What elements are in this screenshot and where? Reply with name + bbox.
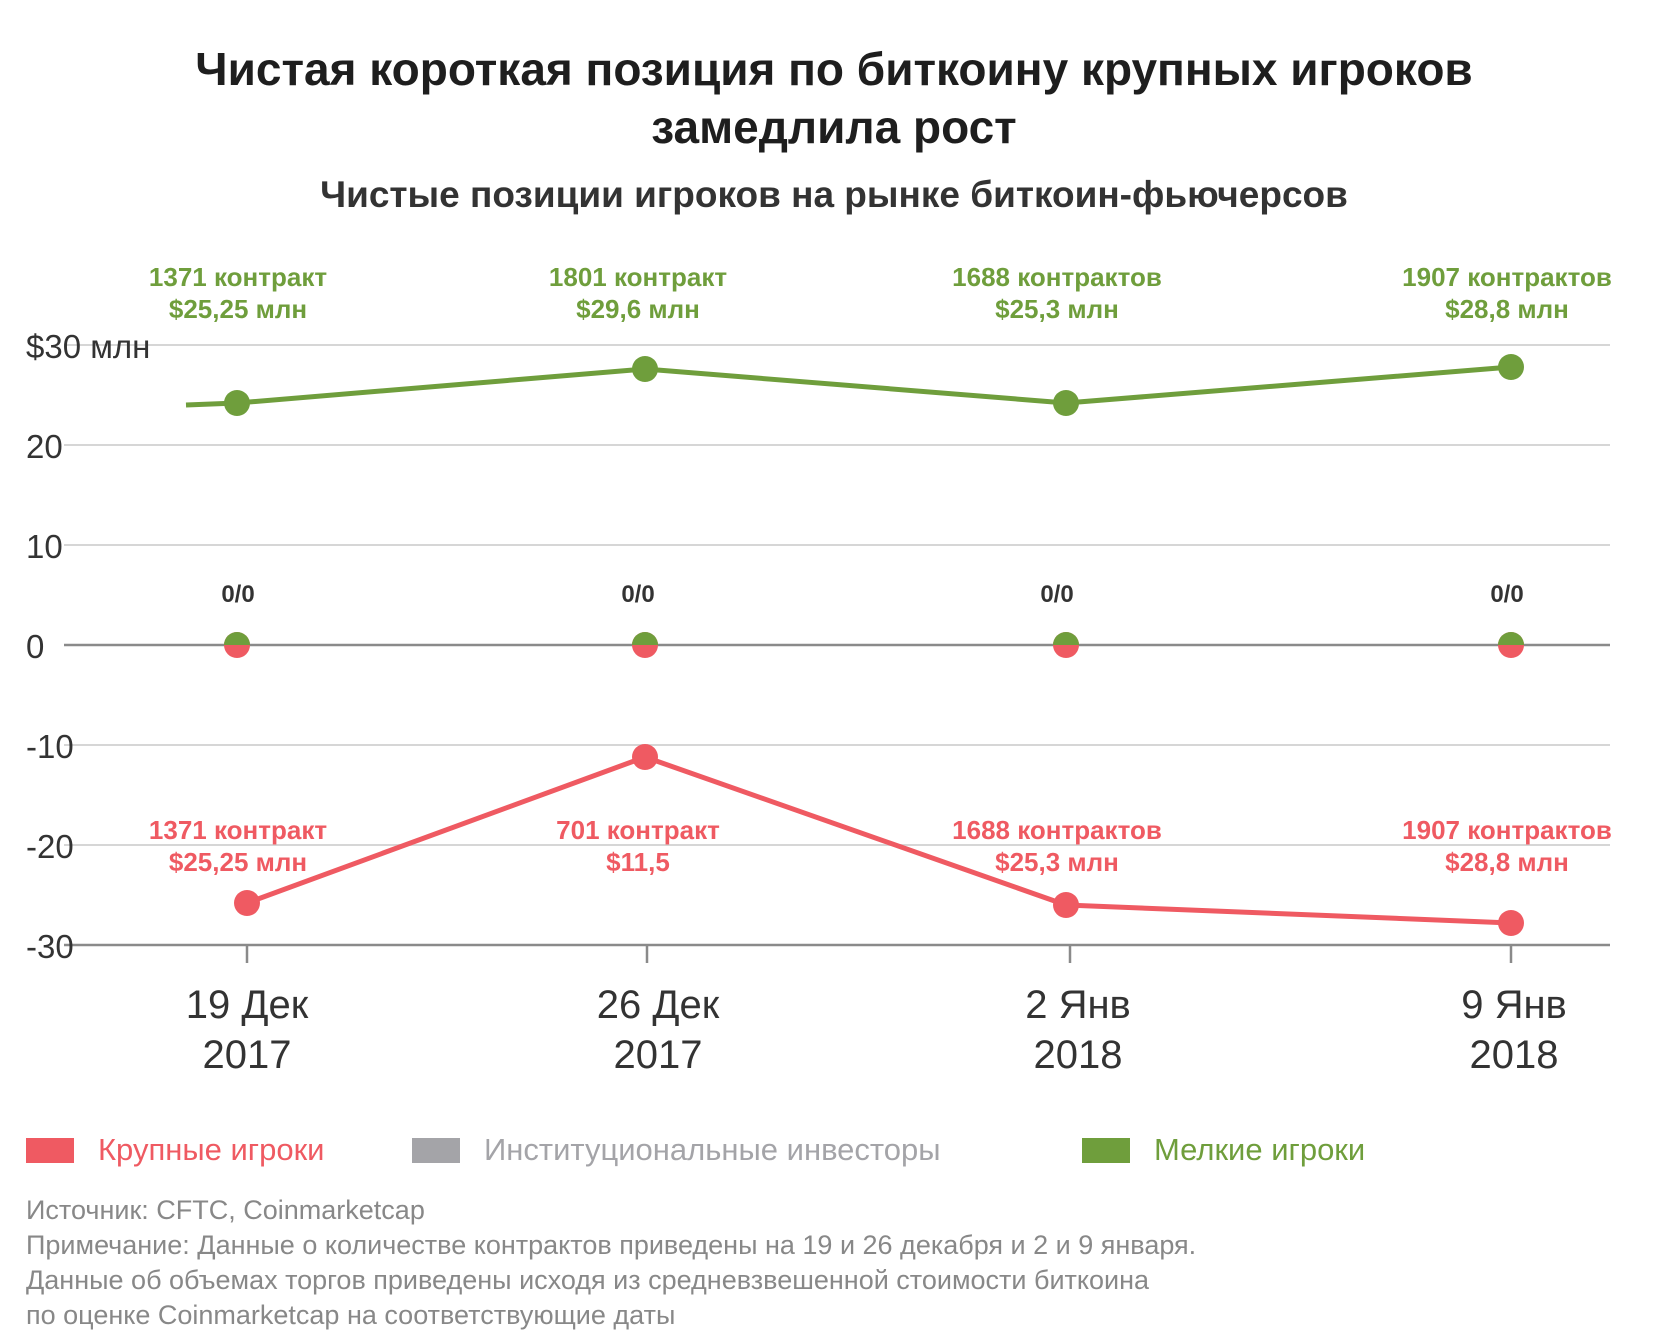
chart-title-line-2: замедлила рост [651, 101, 1017, 153]
data-label-small-players: 1688 контрактов [952, 262, 1162, 292]
y-tick-label: 0 [26, 628, 44, 665]
legend-label-small-players: Мелкие игроки [1154, 1132, 1366, 1167]
x-tick-label: 19 Дек [186, 983, 309, 1027]
legend-swatch-institutional [412, 1137, 460, 1163]
chart-subtitle: Чистые позиции игроков на рынке биткоин-… [320, 174, 1348, 215]
line-chart: -30 -20 -10 0 10 20 $30 млн 19 Дек 2017 26 Дек 201… [26, 262, 1612, 1077]
point-small-players-zero [224, 632, 250, 645]
x-tick-label: 2017 [614, 1033, 703, 1077]
x-tick-label: 2017 [203, 1033, 292, 1077]
legend-item-small-players: Мелкие игроки [1082, 1128, 1365, 1172]
legend-item-institutional: Институциональные инвесторы [412, 1128, 941, 1172]
data-label-large-players: 701 контракт [556, 815, 720, 845]
data-label-small-players: 1371 контракт [149, 262, 327, 292]
data-label-small-players: $29,6 млн [576, 294, 700, 324]
data-label-large-players: $25,25 млн [169, 847, 307, 877]
legend-label-large-players: Крупные игроки [98, 1132, 325, 1167]
legend-label-institutional: Институциональные инвесторы [484, 1132, 941, 1167]
data-label-small-players: $25,3 млн [995, 294, 1119, 324]
data-point-large-players [1053, 892, 1079, 918]
y-tick-label: -20 [26, 828, 74, 865]
series-line-large-players [246, 754, 1512, 926]
y-tick-label: $30 млн [26, 328, 150, 365]
x-tick-label: 2018 [1034, 1033, 1123, 1077]
data-label-institutional: 0/0 [1040, 581, 1073, 608]
y-tick-label: -30 [26, 928, 74, 965]
x-tick-label: 9 Янв [1461, 983, 1567, 1027]
x-tick-label: 2 Янв [1025, 983, 1131, 1027]
y-tick-label: 10 [26, 528, 63, 565]
point-small-players-zero [632, 632, 658, 645]
x-tick-label: 2018 [1470, 1033, 1559, 1077]
note-line-3: по оценке Coinmarketcap на соответствующ… [26, 1300, 676, 1330]
note-line-1: Примечание: Данные о количестве контракт… [26, 1230, 1197, 1260]
note-line-2: Данные об объемах торгов приведены исход… [26, 1265, 1150, 1295]
chart-legend: Крупные игроки Институциональные инвесто… [26, 1128, 1646, 1172]
point-small-players-zero [1498, 632, 1524, 645]
data-point-small-players [1053, 390, 1079, 416]
data-point-large-players [632, 744, 658, 770]
data-label-small-players: $28,8 млн [1445, 294, 1569, 324]
data-label-large-players: 1688 контрактов [952, 815, 1162, 845]
data-label-large-players: 1371 контракт [149, 815, 327, 845]
data-label-large-players: $25,3 млн [995, 847, 1119, 877]
data-label-small-players: 1801 контракт [549, 262, 727, 292]
data-label-institutional: 0/0 [621, 581, 654, 608]
point-small-players-zero [1053, 632, 1079, 645]
legend-swatch-large-players [26, 1137, 74, 1163]
legend-item-large-players: Крупные игроки [26, 1128, 324, 1172]
data-label-small-players: 1907 контрактов [1402, 262, 1612, 292]
chart-title: Чистая короткая позиция по биткоину круп… [0, 40, 1668, 156]
data-label-institutional: 0/0 [221, 581, 254, 608]
data-point-large-players [234, 890, 260, 916]
data-label-large-players: $28,8 млн [1445, 847, 1569, 877]
data-point-small-players [224, 390, 250, 416]
data-label-institutional: 0/0 [1490, 581, 1523, 608]
data-point-small-players [632, 356, 658, 382]
legend-swatch-small-players [1082, 1137, 1130, 1163]
data-point-small-players [1498, 354, 1524, 380]
y-tick-label: 20 [26, 428, 63, 465]
data-label-large-players: $11,5 [606, 847, 670, 877]
chart-title-line-1: Чистая короткая позиция по биткоину круп… [195, 43, 1473, 95]
series-line-small-players [185, 364, 1512, 408]
y-tick-label: -10 [26, 728, 74, 765]
data-label-small-players: $25,25 млн [169, 294, 307, 324]
note-source: Источник: CFTC, Coinmarketcap [26, 1195, 425, 1225]
chart-notes: Источник: CFTC, Coinmarketcap Примечание… [26, 1193, 1196, 1333]
data-label-large-players: 1907 контрактов [1402, 815, 1612, 845]
data-point-large-players [1498, 910, 1524, 936]
x-tick-label: 26 Дек [597, 983, 720, 1027]
